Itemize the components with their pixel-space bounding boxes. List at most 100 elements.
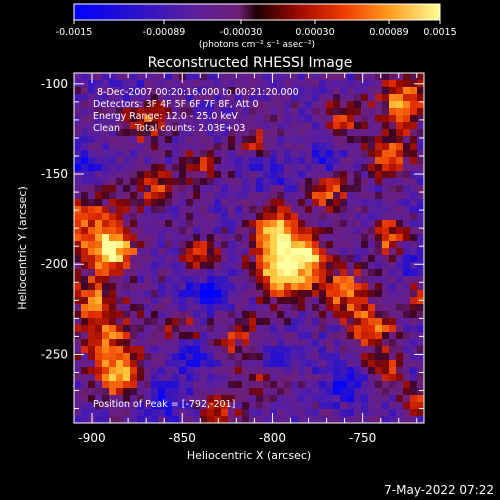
heatmap-cell [137, 416, 145, 423]
heatmap-cell [158, 150, 166, 158]
heatmap-cell [144, 402, 152, 410]
heatmap-cell [284, 227, 292, 235]
heatmap-cell [326, 339, 334, 347]
heatmap-cell [396, 276, 404, 284]
heatmap-cell [270, 199, 278, 207]
heatmap-cell [88, 297, 96, 305]
heatmap-cell [389, 381, 397, 389]
heatmap-cell [137, 241, 145, 249]
heatmap-cell [291, 332, 299, 340]
heatmap-cell [326, 94, 334, 102]
heatmap-cell [200, 101, 208, 109]
heatmap-cell [326, 122, 334, 130]
heatmap-cell [284, 185, 292, 193]
heatmap-cell [417, 122, 424, 130]
heatmap-cell [340, 73, 348, 81]
heatmap-cell [249, 178, 257, 186]
heatmap-cell [130, 220, 138, 228]
heatmap-cell [277, 262, 285, 270]
heatmap-cell [74, 234, 82, 242]
heatmap-cell [179, 374, 187, 382]
heatmap-cell [200, 171, 208, 179]
heatmap-cell [403, 80, 411, 88]
heatmap-cell [368, 325, 376, 333]
heatmap-cell [109, 157, 117, 165]
heatmap-cell [403, 129, 411, 137]
heatmap-cell [95, 248, 103, 256]
heatmap-cell [312, 87, 320, 95]
heatmap-cell [137, 206, 145, 214]
heatmap-cell [221, 311, 229, 319]
heatmap-cell [228, 199, 236, 207]
heatmap-cell [291, 367, 299, 375]
heatmap-cell [158, 311, 166, 319]
heatmap-cell [151, 409, 159, 417]
heatmap-cell [151, 94, 159, 102]
heatmap-cell [340, 192, 348, 200]
heatmap-cell [347, 395, 355, 403]
heatmap-cell [109, 402, 117, 410]
heatmap-cell [305, 318, 313, 326]
heatmap-cell [137, 325, 145, 333]
heatmap-cell [368, 297, 376, 305]
heatmap-cell [249, 220, 257, 228]
heatmap-cell [179, 94, 187, 102]
heatmap-cell [396, 381, 404, 389]
heatmap-cell [235, 157, 243, 165]
heatmap-cell [214, 360, 222, 368]
heatmap-cell [361, 101, 369, 109]
heatmap-cell [298, 108, 306, 116]
heatmap-cell [186, 199, 194, 207]
heatmap-cell [158, 374, 166, 382]
heatmap-cell [354, 129, 362, 137]
heatmap-cell [137, 381, 145, 389]
heatmap-cell [319, 234, 327, 242]
heatmap-cell [158, 136, 166, 144]
heatmap-cell [95, 122, 103, 130]
heatmap-cell [368, 171, 376, 179]
heatmap-cell [368, 262, 376, 270]
heatmap-cell [319, 136, 327, 144]
heatmap-cell [319, 213, 327, 221]
heatmap-cell [368, 108, 376, 116]
heatmap-cell [298, 374, 306, 382]
heatmap-cell [368, 353, 376, 361]
heatmap-cell [417, 388, 424, 396]
heatmap-cell [221, 325, 229, 333]
heatmap-cell [340, 276, 348, 284]
heatmap-cell [396, 115, 404, 123]
heatmap-cell [242, 87, 250, 95]
heatmap-cell [277, 325, 285, 333]
heatmap-cell [368, 73, 376, 81]
heatmap-cell [144, 87, 152, 95]
heatmap-cell [193, 94, 201, 102]
heatmap-cell [151, 206, 159, 214]
heatmap-cell [368, 206, 376, 214]
heatmap-cell [74, 353, 82, 361]
heatmap-cell [200, 157, 208, 165]
heatmap-cell [95, 402, 103, 410]
heatmap-cell [235, 185, 243, 193]
heatmap-cell [284, 332, 292, 340]
heatmap-cell [151, 346, 159, 354]
heatmap-cell [368, 248, 376, 256]
heatmap-cell [214, 353, 222, 361]
heatmap-cell [291, 192, 299, 200]
heatmap-cell [263, 346, 271, 354]
heatmap-cell [291, 248, 299, 256]
heatmap-cell [130, 304, 138, 312]
heatmap-cell [200, 143, 208, 151]
heatmap-cell [403, 409, 411, 417]
heatmap-cell [193, 73, 201, 81]
heatmap-cell [291, 227, 299, 235]
heatmap-cell [235, 318, 243, 326]
heatmap-cell [270, 122, 278, 130]
heatmap-cell [186, 290, 194, 298]
heatmap-cell [109, 290, 117, 298]
heatmap-cell [172, 206, 180, 214]
heatmap-cell [116, 150, 124, 158]
heatmap-cell [186, 360, 194, 368]
heatmap-cell [270, 311, 278, 319]
heatmap-cell [291, 276, 299, 284]
heatmap-cell [333, 164, 341, 172]
